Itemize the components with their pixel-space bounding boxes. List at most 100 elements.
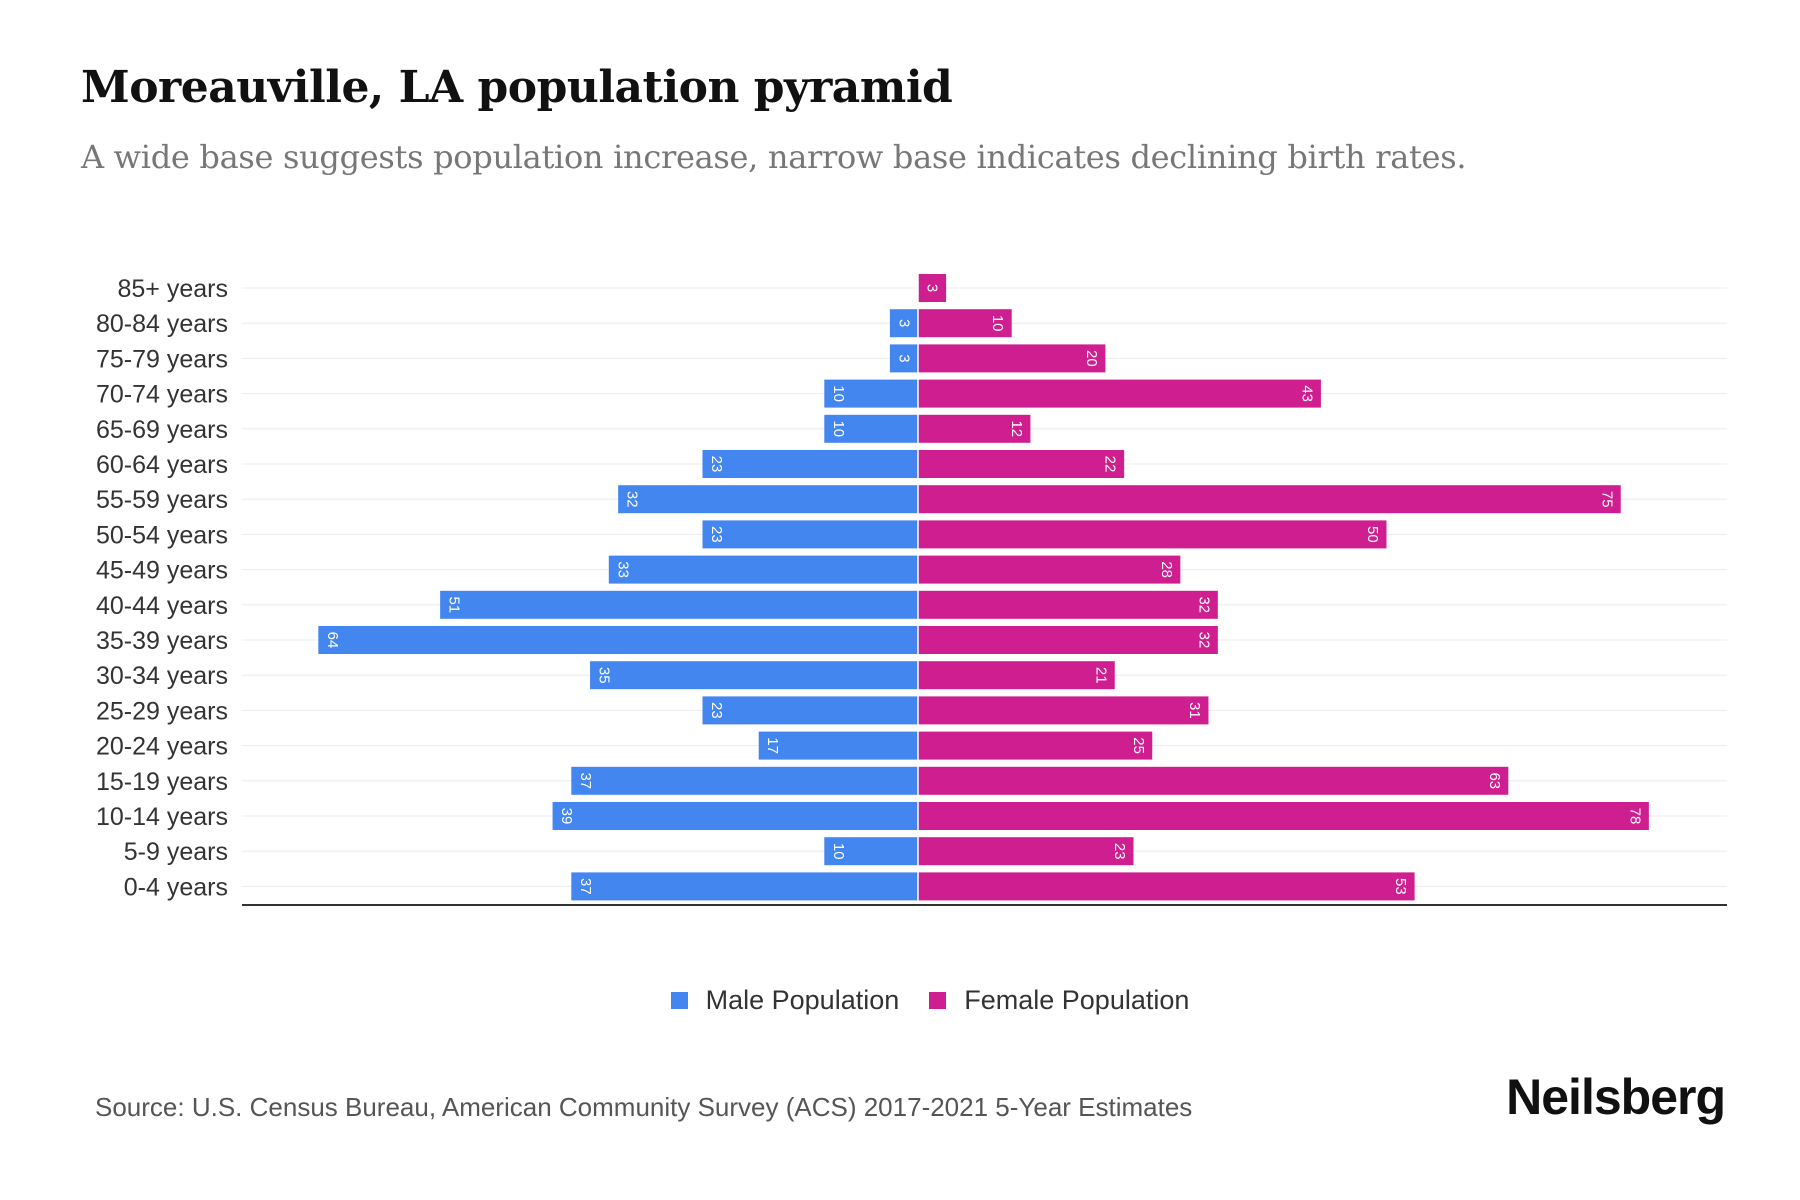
bar-male [590,661,918,690]
bar-female [918,696,1209,725]
bar-female [918,590,1218,619]
chart-title: Moreauville, LA population pyramid [81,62,953,113]
legend-label-male: Male Population [705,985,900,1015]
data-label-male: 51 [446,596,463,613]
bar-female [918,731,1153,760]
data-label-male: 64 [324,632,341,649]
y-tick-label: 25-29 years [96,697,228,725]
bar-male [758,731,918,760]
data-label-male: 23 [708,526,725,543]
y-tick-label: 55-59 years [96,486,228,514]
data-label-male: 10 [830,843,847,860]
pyramid-chart: 85+ years 3 80-84 years 3 10 75-79 years 3 20 70… [96,274,1727,906]
bar-female [918,872,1415,901]
y-tick-label: 20-24 years [96,733,228,761]
data-label-female: 78 [1626,808,1643,825]
bar-female [918,379,1321,408]
bar-female [918,344,1106,373]
bar-male [702,450,918,478]
data-label-female: 25 [1130,737,1147,754]
bar-male [889,309,918,338]
bar-female [918,450,1125,478]
bar-male [552,802,918,830]
bar-female [918,661,1115,690]
y-tick-label: 15-19 years [96,768,228,796]
bar-female [918,520,1387,549]
data-label-female: 43 [1298,385,1315,402]
bar-male [702,520,918,549]
bar-male [824,379,918,408]
y-tick-label: 70-74 years [96,381,228,409]
legend-item-female[interactable]: Female Population [929,985,1189,1016]
y-tick-label: 75-79 years [96,345,228,373]
data-label-female: 21 [1092,667,1109,684]
data-label-male: 10 [830,420,847,437]
data-label-male: 17 [764,737,781,754]
bar-male [702,696,918,725]
y-tick-label: 40-44 years [96,592,228,620]
data-label-male: 39 [558,808,575,825]
y-tick-label: 30-34 years [96,662,228,690]
bar-female [918,626,1218,654]
data-label-female: 53 [1392,878,1409,895]
bar-male [571,766,918,795]
data-label-female: 75 [1598,491,1615,508]
y-tick-label: 65-69 years [96,416,228,444]
data-label-male: 10 [830,385,847,402]
data-label-male: 37 [577,772,594,789]
bar-male [824,414,918,443]
data-label-female: 3 [924,284,941,292]
y-tick-label: 0-4 years [124,873,228,901]
bar-female [918,309,1012,338]
bar-male [440,590,918,619]
data-label-female: 63 [1486,772,1503,789]
bar-male [618,485,918,514]
bar-male [824,837,918,866]
y-tick-label: 5-9 years [124,838,228,866]
data-label-female: 22 [1102,456,1119,473]
bar-female [918,274,947,302]
data-label-male: 32 [624,491,641,508]
bar-male [318,626,918,654]
data-label-female: 50 [1364,526,1381,543]
bar-female [918,414,1031,443]
data-label-female: 31 [1186,702,1203,719]
chart-subtitle: A wide base suggests population increase… [81,138,1467,176]
bar-female [918,485,1621,514]
data-label-female: 23 [1111,843,1128,860]
bar-male [571,872,918,901]
bar-female [918,837,1134,866]
y-tick-label: 45-49 years [96,557,228,585]
data-label-female: 20 [1083,350,1100,367]
legend-item-male[interactable]: Male Population [670,985,900,1016]
data-label-male: 3 [895,354,912,362]
data-label-female: 10 [989,315,1006,332]
y-tick-label: 50-54 years [96,521,228,549]
y-tick-label: 85+ years [118,275,229,303]
data-label-male: 35 [596,667,613,684]
bar-female [918,555,1181,584]
y-tick-label: 80-84 years [96,310,228,338]
data-label-female: 32 [1195,632,1212,649]
legend: Male Population Female Population [0,985,1800,1016]
y-tick-label: 35-39 years [96,627,228,655]
legend-swatch-female [929,992,947,1009]
data-label-female: 32 [1195,596,1212,613]
neilsberg-logo: Neilsberg [1506,1069,1726,1125]
data-label-male: 23 [708,702,725,719]
legend-label-female: Female Population [964,985,1190,1015]
y-tick-label: 10-14 years [96,803,228,831]
legend-swatch-male [670,992,688,1009]
data-label-male: 23 [708,456,725,473]
data-label-male: 3 [895,319,912,327]
data-label-female: 28 [1158,561,1175,578]
bar-male [889,344,918,373]
source-note: Source: U.S. Census Bureau, American Com… [95,1092,1193,1122]
data-label-female: 12 [1008,420,1025,437]
data-label-male: 33 [614,561,631,578]
bar-male [608,555,918,584]
bar-female [918,802,1649,830]
bar-female [918,766,1509,795]
data-label-male: 37 [577,878,594,895]
y-tick-label: 60-64 years [96,451,228,479]
